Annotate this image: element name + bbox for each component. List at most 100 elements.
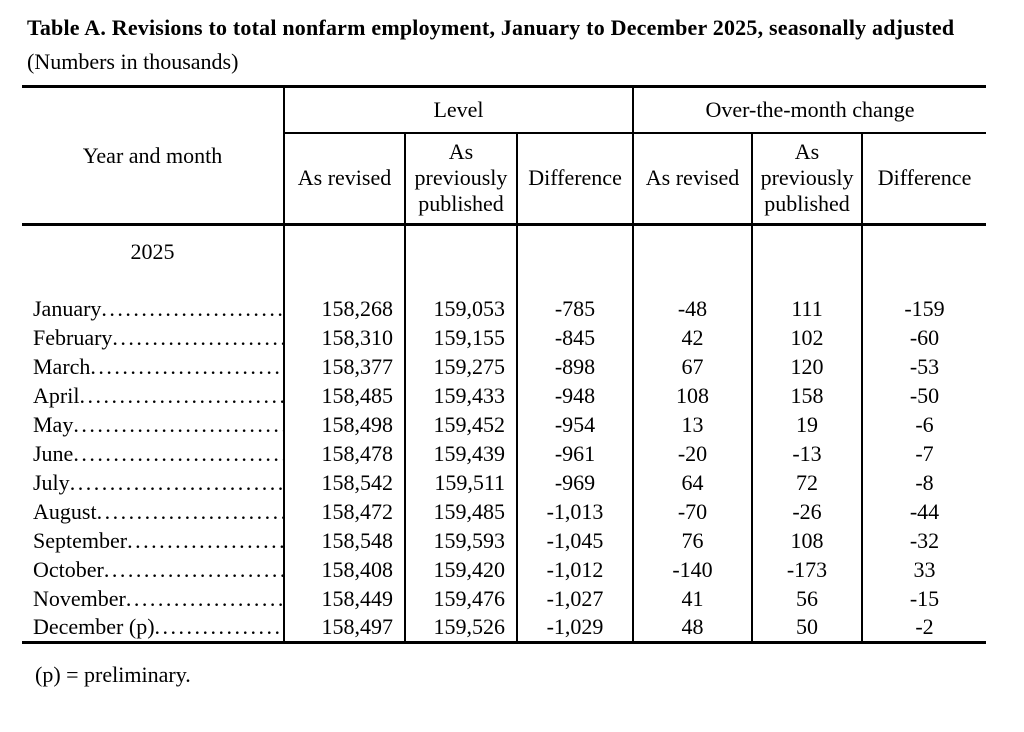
group-header-row: Year and month Level Over-the-month chan…: [22, 86, 987, 226]
otm-difference-value: -2: [861, 613, 987, 643]
month-cell: February................................…: [22, 324, 284, 353]
level-as-revised-value: 158,472: [283, 497, 405, 527]
otm-difference-value: -7: [861, 439, 987, 469]
month-label: June: [33, 441, 74, 466]
level-difference-value: -1,027: [515, 584, 634, 614]
month-label: September: [33, 528, 128, 553]
level-difference-value: -845: [515, 323, 634, 353]
month-row: October.................................…: [22, 555, 987, 585]
otm-as-previously-published-value: 108: [751, 526, 863, 556]
month-label-wrap: October.................................…: [33, 557, 283, 583]
otm-as-revised-value: 41: [632, 584, 753, 614]
level-difference-value: -1,045: [515, 526, 634, 556]
level-difference-value: -898: [515, 352, 634, 382]
month-label: November: [33, 586, 126, 611]
header-level-as-previously-published: As previously published: [404, 132, 517, 226]
otm-as-previously-published-value: 111: [751, 294, 863, 324]
otm-as-previously-published-value: 50: [751, 613, 863, 643]
otm-as-previously-published-value: 102: [751, 323, 863, 353]
otm-as-revised-value: -70: [632, 497, 753, 527]
otm-difference-value: -15: [861, 584, 987, 614]
month-label: August: [33, 499, 97, 524]
otm-as-revised-value: 48: [632, 613, 753, 643]
level-as-revised-value: 158,310: [283, 323, 405, 353]
month-row: January.................................…: [22, 294, 987, 324]
otm-as-previously-published-value: 120: [751, 352, 863, 382]
month-label: April: [33, 383, 80, 408]
month-label: March: [33, 354, 91, 379]
empty-cell: [283, 224, 405, 295]
level-as-revised-value: 158,408: [283, 555, 405, 585]
month-label-wrap: May.....................................…: [33, 412, 283, 438]
otm-as-previously-published-value: 72: [751, 468, 863, 498]
level-as-previously-published-value: 159,439: [404, 439, 517, 469]
level-as-previously-published-value: 159,275: [404, 352, 517, 382]
dot-leader: ........................................…: [154, 614, 283, 640]
otm-as-previously-published-value: 158: [751, 381, 863, 411]
dot-leader: ........................................…: [79, 383, 283, 408]
empty-cell: [751, 224, 863, 295]
otm-difference-value: -8: [861, 468, 987, 498]
level-as-previously-published-value: 159,485: [404, 497, 517, 527]
dot-leader: ........................................…: [73, 441, 283, 466]
month-row: November................................…: [22, 584, 987, 614]
level-as-previously-published-value: 159,452: [404, 410, 517, 440]
month-label: December (p): [33, 614, 155, 640]
month-label: May: [33, 412, 74, 437]
month-label-wrap: April...................................…: [33, 383, 283, 409]
level-difference-value: -1,029: [515, 613, 634, 643]
month-label-wrap: March...................................…: [33, 354, 283, 380]
empty-cell: [404, 224, 517, 295]
dot-leader: ........................................…: [96, 499, 283, 524]
level-as-revised-value: 158,548: [283, 526, 405, 556]
month-label-wrap: February................................…: [33, 325, 283, 351]
dot-leader: ........................................…: [69, 470, 283, 495]
level-as-revised-value: 158,498: [283, 410, 405, 440]
month-cell: May.....................................…: [22, 411, 284, 440]
month-row: July....................................…: [22, 468, 987, 498]
level-difference-value: -948: [515, 381, 634, 411]
year-row: 2025: [22, 224, 987, 295]
month-label-wrap: January.................................…: [33, 296, 283, 322]
level-as-previously-published-value: 159,155: [404, 323, 517, 353]
level-difference-value: -969: [515, 468, 634, 498]
month-cell: August..................................…: [22, 498, 284, 527]
dot-leader: ........................................…: [90, 354, 283, 379]
month-label: July: [33, 470, 70, 495]
header-otm-as-previously-published: As previously published: [751, 132, 863, 226]
month-row: March...................................…: [22, 352, 987, 382]
level-as-previously-published-value: 159,420: [404, 555, 517, 585]
month-label-wrap: August..................................…: [33, 499, 283, 525]
level-as-previously-published-value: 159,511: [404, 468, 517, 498]
dot-leader: ........................................…: [73, 412, 283, 437]
month-cell: November................................…: [22, 585, 284, 614]
month-row: December (p)............................…: [22, 613, 987, 643]
header-level-difference: Difference: [515, 132, 634, 226]
otm-as-revised-value: 13: [632, 410, 753, 440]
month-cell: September...............................…: [22, 527, 284, 556]
dot-leader: ........................................…: [101, 296, 283, 321]
footnote: (p) = preliminary.: [35, 662, 191, 687]
empty-cell: [515, 224, 634, 295]
otm-as-revised-value: -48: [632, 294, 753, 324]
header-level-group: Level: [282, 86, 634, 134]
level-as-previously-published-value: 159,433: [404, 381, 517, 411]
month-label: January: [33, 296, 102, 321]
otm-as-revised-value: 108: [632, 381, 753, 411]
month-row: April...................................…: [22, 381, 987, 411]
month-label-wrap: November................................…: [33, 586, 283, 612]
empty-cell: [632, 224, 753, 295]
month-row: September...............................…: [22, 526, 987, 556]
level-as-revised-value: 158,268: [283, 294, 405, 324]
level-as-revised-value: 158,377: [283, 352, 405, 382]
level-as-revised-value: 158,485: [283, 381, 405, 411]
otm-difference-value: -50: [861, 381, 987, 411]
otm-as-revised-value: 76: [632, 526, 753, 556]
level-difference-value: -785: [515, 294, 634, 324]
level-as-revised-value: 158,542: [283, 468, 405, 498]
empty-cell: [861, 224, 987, 295]
otm-as-revised-value: 64: [632, 468, 753, 498]
table-header: Year and month Level Over-the-month chan…: [22, 86, 987, 226]
level-difference-value: -954: [515, 410, 634, 440]
otm-difference-value: 33: [861, 555, 987, 585]
